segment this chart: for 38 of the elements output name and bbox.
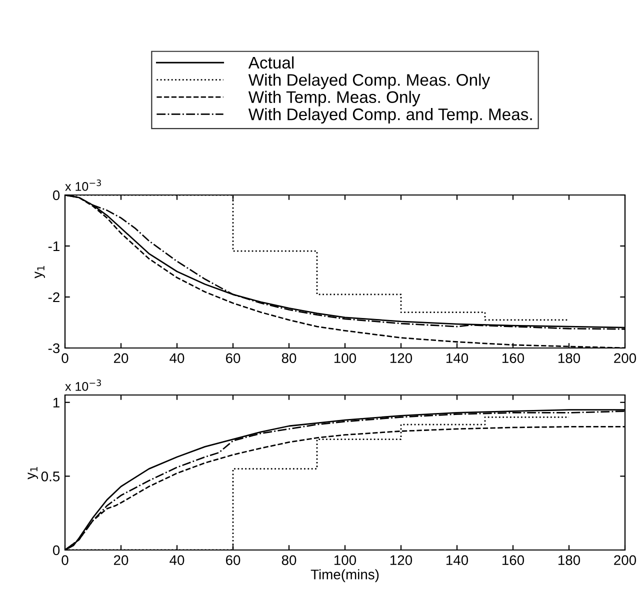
y-axis-title: y$_{1}$ <box>28 467 38 480</box>
text: x 10$^{−3}$ <box>65 180 101 191</box>
x-tick-label: 20 <box>114 353 128 364</box>
x-tick-label: 100 <box>334 353 356 364</box>
y-tick-label: 0 <box>52 190 60 200</box>
x-tick-label: 200 <box>614 353 636 364</box>
y-tick-label: -3 <box>48 343 60 354</box>
x-tick-label: 200 <box>614 555 636 566</box>
x-tick-label: 180 <box>558 353 580 364</box>
x-tick-label: 140 <box>446 353 468 364</box>
x-tick-label: 160 <box>502 555 524 566</box>
y-tick-label: 0 <box>52 545 60 556</box>
x-tick-label: 120 <box>390 353 412 364</box>
legend-label: Actual <box>248 56 294 69</box>
x-tick-label: 140 <box>446 555 468 566</box>
x-tick-label: 40 <box>170 353 184 364</box>
legend-label: With Delayed Comp. Meas. Only <box>248 74 490 90</box>
legend-label: With Delayed Comp. and Temp. Meas. <box>248 108 532 124</box>
x-tick-label: 160 <box>502 353 524 364</box>
x-tick-label: 80 <box>282 353 296 364</box>
x-tick-label: 0 <box>62 555 68 566</box>
x-tick-label: 60 <box>226 353 240 364</box>
y-tick-label: 0.5 <box>41 472 60 482</box>
x-tick-label: 0 <box>62 353 68 364</box>
y-tick-label: -1 <box>48 241 60 252</box>
legend-label: With Temp. Meas. Only <box>248 90 420 106</box>
text: x 10$^{−3}$ <box>65 379 101 391</box>
x-axis-title: Time(mins) <box>310 569 379 582</box>
x-tick-label: 180 <box>558 555 580 566</box>
y-tick-label: 1 <box>53 398 60 408</box>
x-tick-label: 100 <box>334 555 356 566</box>
x-tick-label: 80 <box>282 555 296 566</box>
y-tick-label: -2 <box>48 292 60 302</box>
x-tick-label: 60 <box>226 555 240 566</box>
y-axis-title: y$_{1}$ <box>34 266 45 278</box>
x-tick-label: 40 <box>170 555 184 566</box>
x-tick-label: 120 <box>390 555 412 566</box>
x-tick-label: 20 <box>114 555 128 566</box>
